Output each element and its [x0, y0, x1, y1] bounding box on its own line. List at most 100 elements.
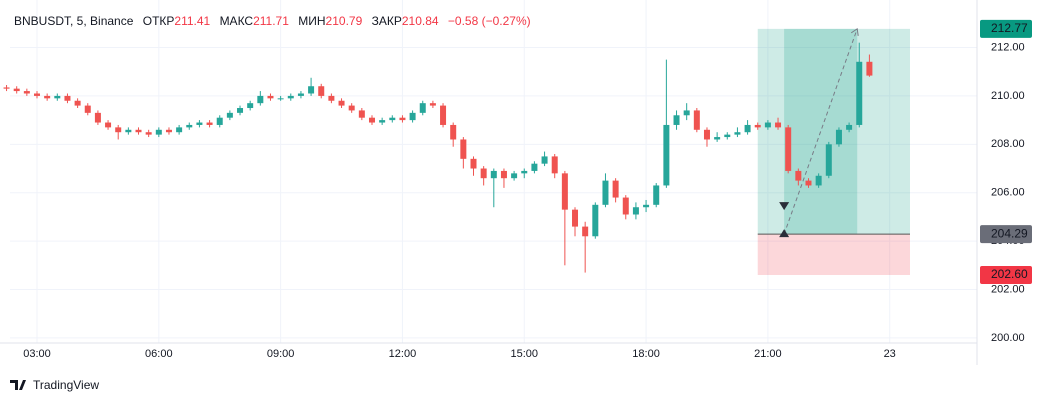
candle-body	[287, 95, 294, 99]
candle-body	[835, 129, 842, 145]
candle-body	[34, 93, 41, 96]
x-tick-label: 06:00	[145, 348, 173, 360]
candle-body	[368, 117, 375, 123]
candle-body	[663, 124, 670, 186]
candle-body	[429, 103, 436, 106]
candle-body	[318, 86, 325, 96]
candle-body	[348, 105, 355, 111]
candle-body	[125, 129, 132, 133]
candle-body	[724, 134, 731, 138]
candle-body	[460, 139, 467, 159]
candle-body	[358, 110, 365, 118]
candle-body	[480, 168, 487, 179]
x-tick-label: 21:00	[754, 348, 782, 360]
signal-marker	[779, 202, 790, 211]
candle-body	[602, 180, 609, 205]
symbol: BNBUSDT, 5, Binance	[14, 14, 134, 28]
stop-label-bg	[980, 265, 1032, 284]
candle-body	[165, 129, 172, 133]
stop-label: 202.60	[991, 267, 1028, 281]
candle-body	[409, 112, 416, 121]
x-tick-label: 18:00	[632, 348, 660, 360]
open-label: ОТКР	[143, 14, 175, 28]
y-tick-label: 200.00	[991, 332, 1025, 344]
y-tick-label: 210.00	[991, 90, 1025, 102]
x-tick-label: 15:00	[510, 348, 538, 360]
candle-body	[653, 185, 660, 205]
candle-body	[521, 170, 528, 174]
candle-body	[825, 144, 832, 176]
plot-layer: 200.00202.00204.00206.00208.00210.00212.…	[3, 0, 1032, 360]
candle-body	[500, 170, 507, 179]
high-value: 211.71	[253, 14, 289, 28]
change: −0.58 (−0.27%)	[448, 14, 531, 28]
candle-body	[490, 170, 497, 179]
candle-body	[703, 129, 710, 140]
candle-body	[297, 93, 304, 96]
candle-body	[23, 91, 30, 94]
candle-body	[155, 129, 162, 135]
candle-body	[267, 95, 274, 99]
candle-body	[582, 226, 589, 237]
candle-body	[308, 86, 315, 94]
x-tick-label: 12:00	[389, 348, 417, 360]
candle-body	[785, 127, 792, 171]
candle-body	[94, 112, 101, 123]
candle-body	[612, 180, 619, 198]
candle-body	[247, 103, 254, 109]
target-zone	[757, 28, 911, 235]
candle-body	[592, 204, 599, 237]
candle-body	[226, 112, 233, 118]
candle-body	[632, 207, 639, 215]
candle-body	[622, 197, 629, 215]
candle-body	[186, 124, 193, 128]
candle-body	[389, 117, 396, 121]
candle-body	[328, 95, 335, 101]
y-tick-label: 212.00	[991, 41, 1025, 53]
entry-label-bg	[980, 225, 1032, 244]
close-label: ЗАКР	[372, 14, 402, 28]
y-tick-label: 208.00	[991, 138, 1025, 150]
high-label: МАКС	[220, 14, 254, 28]
candle-body	[13, 88, 20, 92]
candle-body	[74, 100, 81, 106]
candle-body	[3, 87, 10, 89]
candle-body	[338, 100, 345, 106]
candle-body	[572, 209, 579, 227]
candle-body	[795, 170, 802, 181]
close-value: 210.84	[402, 14, 439, 28]
candle-body	[277, 98, 284, 100]
candle-body	[846, 124, 853, 130]
candle-body	[379, 120, 386, 123]
candle-body	[64, 95, 71, 101]
candle-body	[541, 156, 548, 164]
candle-body	[419, 103, 426, 113]
candle-body	[815, 175, 822, 186]
candle-body	[105, 122, 112, 128]
legend-header: BNBUSDT, 5, Binance ОТКР211.41 МАКС211.7…	[14, 14, 531, 28]
x-tick-label: 23	[884, 348, 896, 360]
candle-body	[856, 61, 863, 125]
stop-zone	[757, 234, 911, 275]
candle-body	[44, 95, 51, 99]
candle-body	[257, 95, 264, 104]
low-value: 210.79	[326, 14, 363, 28]
candle-body	[643, 204, 650, 208]
candle-body	[714, 137, 721, 140]
candle-body	[216, 117, 223, 125]
candle-body	[135, 129, 142, 133]
entry-marker	[779, 229, 790, 238]
y-tick-label: 202.00	[991, 283, 1025, 295]
candle-body	[531, 163, 538, 171]
open-value: 211.41	[174, 14, 210, 28]
candle-body	[399, 117, 406, 121]
candle-body	[683, 110, 690, 116]
candle-body	[450, 124, 457, 140]
brand-logo	[10, 380, 26, 390]
y-tick-label: 206.00	[991, 187, 1025, 199]
candle-body	[115, 127, 122, 133]
x-tick-label: 09:00	[267, 348, 295, 360]
target-label: 212.77	[991, 21, 1028, 35]
